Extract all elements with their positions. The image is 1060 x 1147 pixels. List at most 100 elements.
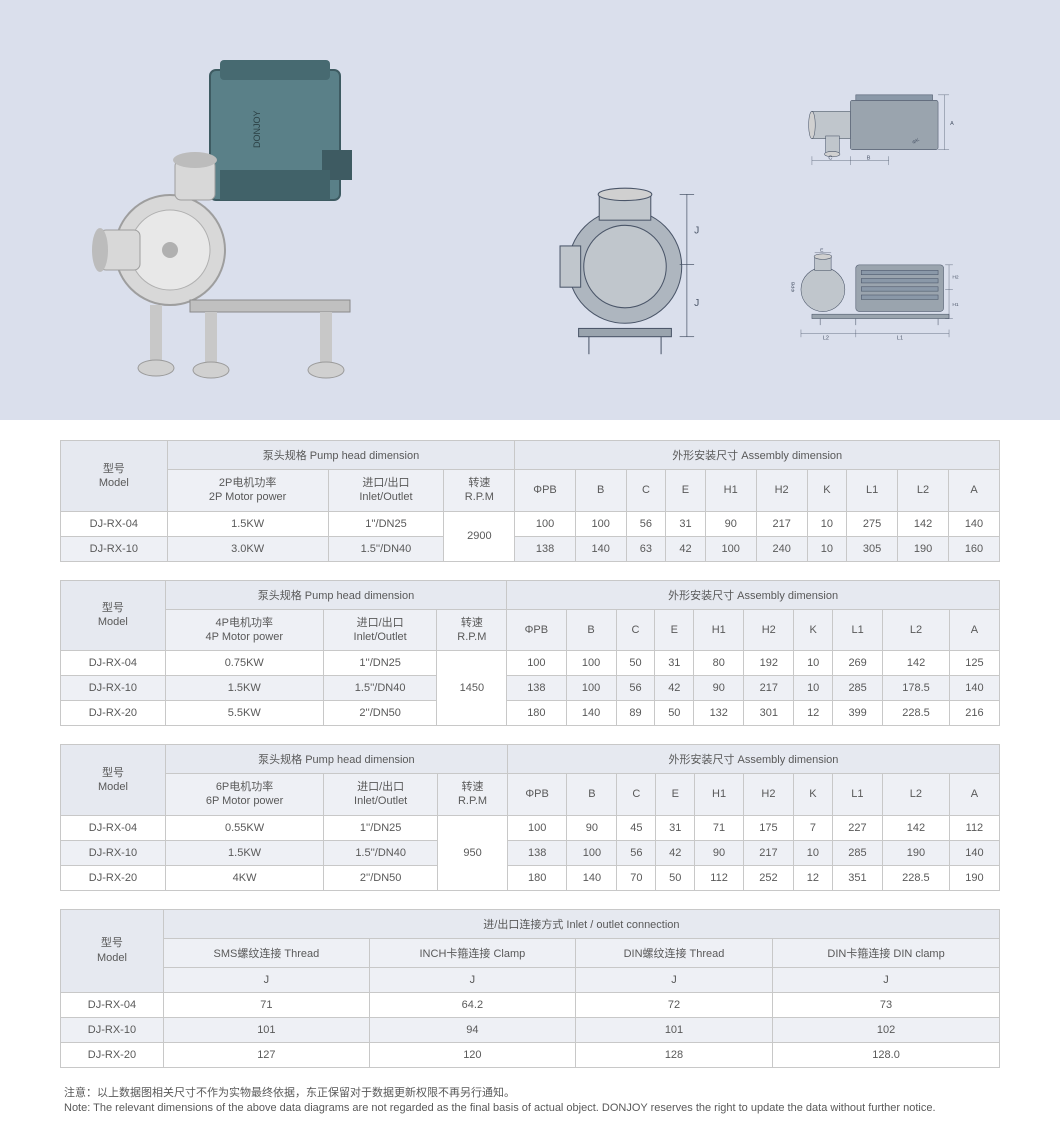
table-cell: 31 [655, 651, 694, 676]
table-cell: 140 [949, 676, 999, 701]
table-cell: 64.2 [369, 992, 575, 1017]
table-cell: 1''/DN25 [328, 511, 444, 536]
table-cell: 1.5''/DN40 [324, 840, 438, 865]
col-H2: H2 [743, 774, 793, 816]
table-cell: 140 [567, 865, 617, 890]
table-cell: 160 [948, 536, 999, 561]
table-cell: 90 [567, 815, 617, 840]
col-group-assembly: 外形安装尺寸 Assembly dimension [515, 441, 1000, 470]
col-inlet: 进口/出口Inlet/Outlet [324, 774, 438, 816]
col-rpm: 转速R.P.M [437, 609, 507, 651]
table-cell: 101 [575, 1017, 772, 1042]
col-model: 型号Model [61, 580, 166, 651]
rpm-cell: 950 [438, 815, 508, 890]
table-cell: 142 [883, 651, 950, 676]
table-cell: 190 [882, 840, 949, 865]
col-L1: L1 [832, 774, 882, 816]
table-cell: 217 [756, 511, 807, 536]
table-cell: 127 [163, 1042, 369, 1067]
table-cell: 100 [515, 511, 575, 536]
svg-text:DONJOY: DONJOY [252, 110, 262, 148]
table-cell: 71 [695, 815, 744, 840]
table-cell: 125 [949, 651, 999, 676]
table-cell: 10 [794, 676, 833, 701]
col-A: A [949, 774, 999, 816]
connection-table: 型号Model 进/出口连接方式 Inlet / outlet connecti… [60, 909, 1000, 1068]
table-cell: 142 [882, 815, 949, 840]
col-inch: INCH卡箍连接 Clamp [369, 938, 575, 967]
table-cell: 90 [694, 676, 744, 701]
table-cell: 112 [949, 815, 999, 840]
table-cell: 63 [626, 536, 666, 561]
table-cell: 178.5 [883, 676, 950, 701]
table-cell: 0.75KW [165, 651, 323, 676]
dim-label-B: B [867, 156, 871, 162]
table-cell: 138 [515, 536, 575, 561]
col-rpm: 转速R.P.M [444, 470, 515, 512]
page-root: DONJOY [0, 0, 1060, 1147]
table-cell: 1.5''/DN40 [328, 536, 444, 561]
table-cell: 140 [575, 536, 626, 561]
col-L2: L2 [898, 470, 949, 512]
table-cell: 1.5KW [165, 676, 323, 701]
table-cell: 10 [807, 511, 847, 536]
drawing-end-view: J J [470, 50, 780, 380]
table-row: DJ-RX-205.5KW2''/DN501801408950132301123… [61, 701, 1000, 726]
table-cell: 285 [832, 840, 882, 865]
table-cell: DJ-RX-04 [61, 651, 166, 676]
col-inlet: 进口/出口Inlet/Outlet [323, 609, 437, 651]
table-cell: DJ-RX-10 [61, 536, 168, 561]
tbody-4p: DJ-RX-040.75KW1''/DN25145010010050318019… [61, 651, 1000, 726]
col-power: 4P电机功率4P Motor power [165, 609, 323, 651]
table-cell: 1''/DN25 [323, 651, 437, 676]
table-cell: 10 [794, 651, 833, 676]
table-cell: 140 [949, 840, 999, 865]
table-cell: 5.5KW [165, 701, 323, 726]
rpm-cell: 2900 [444, 511, 515, 561]
dim-label-J1: J [694, 226, 699, 237]
table-cell: 132 [694, 701, 744, 726]
col-group-conn: 进/出口连接方式 Inlet / outlet connection [163, 909, 999, 938]
tables-section: 型号Model 泵头规格 Pump head dimension 外形安装尺寸 … [0, 420, 1060, 1147]
table-cell: 120 [369, 1042, 575, 1067]
col-A: A [948, 470, 999, 512]
col-din-thread: DIN螺纹连接 Thread [575, 938, 772, 967]
table-cell: 217 [744, 676, 794, 701]
table-cell: 305 [847, 536, 898, 561]
table-cell: 180 [507, 865, 566, 890]
table-cell: 56 [626, 511, 666, 536]
table-cell: 190 [898, 536, 949, 561]
table-row: DJ-RX-204KW2''/DN50180140705011225212351… [61, 865, 1000, 890]
table-cell: 190 [949, 865, 999, 890]
col-sms: SMS螺纹连接 Thread [163, 938, 369, 967]
table-cell: 301 [744, 701, 794, 726]
table-cell: 1.5''/DN40 [323, 676, 437, 701]
table-cell: 45 [617, 815, 656, 840]
tbody-6p: DJ-RX-040.55KW1''/DN25950100904531711757… [61, 815, 1000, 890]
col-J: J [369, 967, 575, 992]
product-photo: DONJOY [70, 40, 370, 380]
col-group-assembly: 外形安装尺寸 Assembly dimension [507, 745, 999, 774]
table-cell: 285 [833, 676, 883, 701]
col-L2: L2 [882, 774, 949, 816]
table-cell: 269 [833, 651, 883, 676]
table-cell: 3.0KW [167, 536, 328, 561]
table-cell: DJ-RX-20 [61, 865, 166, 890]
col-K: K [793, 774, 832, 816]
table-cell: 252 [743, 865, 793, 890]
table-cell: DJ-RX-10 [61, 1017, 164, 1042]
col-group-assembly: 外形安装尺寸 Assembly dimension [507, 580, 1000, 609]
col-power: 6P电机功率6P Motor power [165, 774, 323, 816]
table-cell: 73 [773, 992, 1000, 1017]
col-J: J [163, 967, 369, 992]
table-cell: DJ-RX-10 [61, 840, 166, 865]
col-H2: H2 [756, 470, 807, 512]
table-cell: 94 [369, 1017, 575, 1042]
table-cell: 100 [566, 651, 616, 676]
table-row: DJ-RX-041.5KW1''/DN252900100100563190217… [61, 511, 1000, 536]
table-cell: DJ-RX-20 [61, 701, 166, 726]
table-cell: DJ-RX-10 [61, 676, 166, 701]
col-J: J [575, 967, 772, 992]
table-cell: 101 [163, 1017, 369, 1042]
col-phiPB: ΦPB [515, 470, 575, 512]
